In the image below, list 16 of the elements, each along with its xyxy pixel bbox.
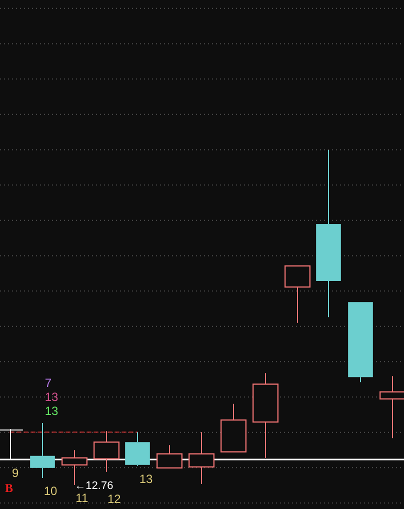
candlestick xyxy=(220,403,247,452)
text: 12 xyxy=(108,492,121,506)
annotation: 13 xyxy=(44,390,59,404)
annotation: B xyxy=(5,480,14,495)
text: 11 xyxy=(76,491,88,505)
text: 9 xyxy=(12,466,19,480)
candlestick xyxy=(156,444,183,469)
annotation: 13 xyxy=(139,472,154,486)
candlestick xyxy=(188,432,215,484)
candlestick xyxy=(252,372,279,458)
text: 13 xyxy=(44,404,58,418)
annotation: ←12.76 xyxy=(74,480,114,492)
text: 10 xyxy=(44,484,58,498)
candlestick xyxy=(93,430,120,472)
candlestick xyxy=(284,265,311,324)
annotation: 7 xyxy=(44,376,52,390)
